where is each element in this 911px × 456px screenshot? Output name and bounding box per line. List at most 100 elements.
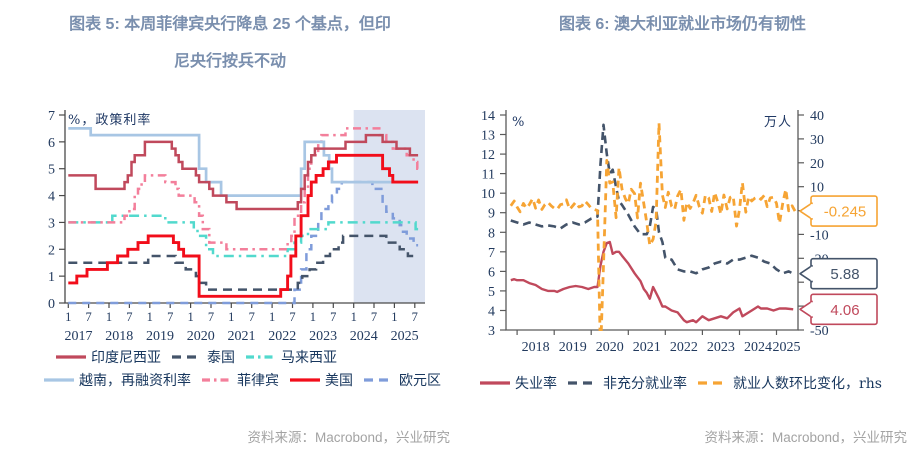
- y-axis-tick-label: 7: [48, 109, 55, 124]
- chart2-axes: [505, 110, 799, 331]
- legend-item-eurozone: 欧元区: [362, 370, 441, 390]
- left-axis-tick-label: 10: [481, 187, 495, 202]
- legend-label: 欧元区: [399, 373, 441, 389]
- left-axis-tick-label: 7: [488, 246, 495, 261]
- x-axis-month-label: 7: [126, 310, 132, 324]
- series-employment_mom_change-line: [509, 121, 797, 331]
- legend-item-unemployment_rate: 失业率: [478, 373, 557, 393]
- legend-row: 印度尼西亚 泰国 马来西亚: [42, 347, 462, 367]
- right-axis-tick-label: 20: [810, 157, 824, 172]
- left-axis-tick-label: 13: [481, 129, 495, 144]
- series-thailand-line: [68, 234, 419, 291]
- figure5-title: 图表 5: 本周菲律宾央行降息 25 个基点，但印 尼央行按兵不动: [10, 6, 450, 80]
- legend-row: 失业率 非充分就业率 就业人数环比变化，rhs: [478, 373, 908, 393]
- legend-item-underemployment_rate: 非充分就业率: [566, 373, 687, 393]
- x-axis-year-label: 2020: [187, 329, 215, 344]
- legend-label: 越南，再融资利率: [79, 373, 191, 389]
- callout-4.06: 4.06: [799, 293, 878, 326]
- legend-line-sample-underemployment_rate: [568, 381, 598, 385]
- x-axis-month-label: 7: [208, 310, 214, 324]
- legend-item-employment_mom_change: 就业人数环比变化，rhs: [696, 373, 882, 393]
- figure6-title-line1: 图表 6: 澳大利亚就业市场仍有韧性: [558, 16, 807, 33]
- legend-item-us: 美国: [288, 370, 353, 390]
- y-axis-tick-label: 2: [48, 243, 55, 258]
- x-axis-month-label: 1: [228, 310, 234, 324]
- legend-line-sample-us: [290, 378, 320, 382]
- x-axis-year-label: 2025: [773, 340, 801, 355]
- x-axis-year-label: 2017: [65, 329, 93, 344]
- legend-line-sample-indonesia: [56, 355, 86, 359]
- figure6-source: 资料来源：Macrobond，兴业研究: [704, 430, 907, 445]
- series-philippines-line: [68, 127, 419, 251]
- y-axis-tick-label: 1: [48, 270, 55, 285]
- x-axis-year-label: 2024: [744, 340, 772, 355]
- left-axis-tick-label: 14: [481, 109, 495, 124]
- x-axis-month-label: 1: [147, 310, 153, 324]
- x-axis-month-label: 7: [249, 310, 255, 324]
- x-axis-month-label: 1: [269, 310, 275, 324]
- callout-5.88: 5.88: [799, 257, 878, 290]
- legend-line-sample-vietnam_refinancing: [44, 378, 74, 382]
- callout-value-label: 4.06: [830, 302, 859, 319]
- x-axis-year-label: 2021: [633, 340, 661, 355]
- x-axis-year-label: 2023: [309, 329, 337, 344]
- x-axis-year-label: 2024: [350, 329, 378, 344]
- legend-line-sample-employment_mom_change: [698, 381, 728, 385]
- right-axis-tick-label: 40: [810, 109, 824, 124]
- series-unemployment_rate-line: [510, 240, 794, 324]
- left-axis-tick-label: 8: [488, 226, 495, 241]
- left-axis-tick-label: 3: [488, 324, 495, 339]
- legend-label: 美国: [325, 373, 353, 389]
- left-axis-tick-label: 12: [481, 148, 495, 163]
- y-axis-tick-label: 3: [48, 216, 55, 231]
- right-axis-tick-label: 30: [810, 133, 824, 148]
- figure6-title: 图表 6: 澳大利亚就业市场仍有韧性: [460, 6, 905, 43]
- legend-label: 泰国: [207, 350, 235, 366]
- x-axis-year-label: 2022: [268, 329, 296, 344]
- legend-item-indonesia: 印度尼西亚: [54, 347, 161, 367]
- left-axis-tick-label: 6: [488, 265, 495, 280]
- legend-line-sample-eurozone: [364, 378, 394, 382]
- y-axis-tick-label: 4: [48, 190, 55, 205]
- left-axis-tick-label: 11: [482, 168, 495, 183]
- legend-line-sample-thailand: [172, 355, 202, 359]
- x-axis-month-label: 7: [289, 310, 295, 324]
- legend-item-philippines: 菲律宾: [200, 370, 279, 390]
- x-axis-year-label: 2025: [391, 329, 419, 344]
- x-axis-year-label: 2022: [670, 340, 698, 355]
- australia-employment-chart: 34567891011121314-50-40-30-20-1001020304…: [481, 109, 878, 355]
- legend-line-sample-philippines: [202, 378, 232, 382]
- forecast-shaded-region: [353, 110, 425, 303]
- x-axis-year-label: 2019: [146, 329, 174, 344]
- australia-employment-legend: 失业率 非充分就业率 就业人数环比变化，rhs: [478, 373, 908, 393]
- x-axis-month-label: 1: [351, 310, 357, 324]
- legend-item-malaysia: 马来西亚: [244, 347, 337, 367]
- x-axis-year-label: 2018: [105, 329, 133, 344]
- series-eurozone-line: [68, 180, 419, 305]
- callout-value-label: -0.245: [824, 204, 867, 221]
- left-axis-unit-label: %: [512, 115, 525, 130]
- legend-label: 就业人数环比变化，rhs: [733, 376, 882, 392]
- callout--0.245: -0.245: [799, 195, 878, 227]
- right-axis-tick-label: -10: [810, 228, 829, 243]
- x-axis-month-label: 7: [85, 310, 91, 324]
- y-axis-tick-label: 0: [48, 297, 55, 312]
- x-axis-month-label: 7: [412, 310, 418, 324]
- legend-label: 非充分就业率: [603, 376, 687, 392]
- x-axis-month-label: 1: [391, 310, 397, 324]
- series-us-line: [68, 153, 419, 298]
- legend-label: 印度尼西亚: [91, 350, 161, 366]
- right-axis-unit-label: 万人: [764, 115, 792, 130]
- x-axis-month-label: 7: [371, 310, 377, 324]
- x-axis-month-label: 1: [65, 310, 71, 324]
- chart1-unit-annotation: %，政策利率: [68, 112, 151, 128]
- x-axis-year-label: 2020: [596, 340, 624, 355]
- legend-line-sample-malaysia: [246, 355, 276, 359]
- legend-label: 失业率: [515, 376, 557, 392]
- x-axis-month-label: 1: [310, 310, 316, 324]
- x-axis-year-label: 2021: [228, 329, 256, 344]
- figure5-source: 资料来源：Macrobond，兴业研究: [247, 430, 450, 445]
- left-axis-tick-label: 9: [488, 207, 495, 222]
